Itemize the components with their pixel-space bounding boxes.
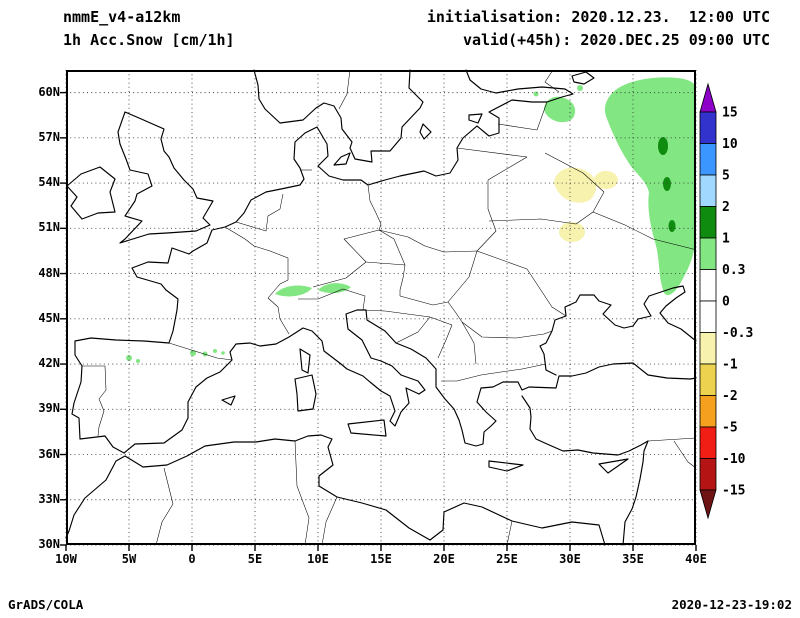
negative-band-patch bbox=[554, 167, 597, 203]
lake-ladoga bbox=[571, 71, 595, 85]
colorbar-arrow-bottom bbox=[699, 489, 717, 520]
colorbar-tick-label: -10 bbox=[722, 452, 746, 467]
snow-core bbox=[668, 220, 676, 232]
colorbar-tick-label: -1 bbox=[722, 358, 738, 373]
x-axis-label: 10W bbox=[55, 552, 77, 566]
colorbar-cell bbox=[699, 395, 717, 428]
grid-layer bbox=[65, 70, 697, 546]
axis-ticks-layer bbox=[60, 91, 697, 551]
coastline-mediterranean-north bbox=[123, 309, 697, 454]
colorbar-cell bbox=[699, 363, 717, 396]
colorbar: 15 10 5 2 1 0.3 0 -0.3 -1 -2 -5 -10 -15 bbox=[699, 82, 753, 520]
colorbar-tick-label: 0.3 bbox=[722, 263, 745, 278]
colorbar-tick-label: 2 bbox=[722, 200, 730, 215]
x-axis-label: 25E bbox=[496, 552, 518, 566]
model-name: nmmE_v4-a12km bbox=[63, 8, 181, 26]
init-time-label: initialisation: 2020.12.23. 12:00 UTC bbox=[426, 8, 770, 26]
colorbar-arrow-top bbox=[699, 82, 717, 113]
colorbar-tick-label: -2 bbox=[722, 389, 738, 404]
plot-title: 1h Acc.Snow [cm/1h] bbox=[63, 31, 235, 49]
y-axis-label: 36N bbox=[38, 446, 60, 461]
colorbar-tick-label: 10 bbox=[722, 137, 738, 152]
colorbar-cell bbox=[699, 458, 717, 491]
x-axis-label: 35E bbox=[622, 552, 644, 566]
y-axis-label: 33N bbox=[38, 491, 60, 506]
x-axis-label: 5E bbox=[247, 552, 263, 566]
island-gotland bbox=[419, 123, 432, 140]
snow-speck bbox=[577, 85, 583, 91]
colorbar-tick-label: 15 bbox=[722, 106, 738, 121]
x-axis-label: 10E bbox=[307, 552, 329, 566]
colorbar-cell bbox=[699, 111, 717, 144]
colorbar-cell bbox=[699, 237, 717, 270]
y-axis-label: 54N bbox=[38, 175, 60, 190]
map-canvas bbox=[60, 69, 697, 551]
y-axis-label: 51N bbox=[38, 220, 60, 235]
snow-shading-layer bbox=[126, 77, 695, 363]
coastline-north-africa bbox=[65, 434, 606, 546]
colorbar-cell bbox=[699, 174, 717, 207]
island-cyprus bbox=[598, 458, 629, 474]
island-mallorca bbox=[221, 395, 236, 406]
y-axis-label: 48N bbox=[38, 265, 60, 280]
y-axis-label: 39N bbox=[38, 401, 60, 416]
y-axis-label: 30N bbox=[38, 537, 60, 551]
y-axis-label: 57N bbox=[38, 129, 60, 144]
colorbar-cell bbox=[699, 300, 717, 333]
snow-spot-pyrenees bbox=[190, 350, 196, 356]
island-sicily bbox=[347, 419, 387, 437]
island-sardinia bbox=[294, 374, 317, 412]
snow-area-alps-west bbox=[275, 285, 312, 297]
colorbar-cell bbox=[699, 269, 717, 302]
snow-speck bbox=[533, 91, 539, 97]
coastline-atlantic-baltic bbox=[71, 69, 574, 454]
coastline-black-sea-north bbox=[539, 285, 697, 376]
map-frame bbox=[66, 70, 696, 545]
negative-band-patch bbox=[594, 171, 618, 189]
snow-spot-cantabria bbox=[136, 359, 140, 363]
x-axis-label: 15E bbox=[370, 552, 392, 566]
snow-core bbox=[658, 137, 668, 155]
colorbar-tick-label: -15 bbox=[722, 484, 745, 499]
y-axis-label: 45N bbox=[38, 310, 60, 325]
island-corsica bbox=[299, 348, 311, 374]
colorbar-cell bbox=[699, 143, 717, 176]
x-axis-label: 0 bbox=[188, 552, 196, 566]
x-axis-label: 5W bbox=[121, 552, 137, 566]
snow-spot-pyrenees bbox=[221, 351, 225, 355]
colorbar-tick-label: -0.3 bbox=[722, 326, 753, 341]
colorbar-tick-label: 1 bbox=[722, 232, 730, 247]
country-borders-layer bbox=[82, 69, 697, 546]
x-axis-label: 20E bbox=[433, 552, 455, 566]
coastline-scandinavia bbox=[253, 69, 424, 163]
coastlines-layer bbox=[65, 69, 697, 546]
snow-core bbox=[663, 177, 671, 191]
colorbar-cell bbox=[699, 426, 717, 459]
colorbar-tick-label: 5 bbox=[722, 169, 730, 184]
snow-area-baltic bbox=[544, 96, 576, 123]
valid-time-label: valid(+45h): 2020.DEC.25 09:00 UTC bbox=[462, 31, 770, 49]
coastline-turkey-levant bbox=[521, 395, 649, 546]
negative-band-patch bbox=[559, 222, 585, 242]
colorbar-cell bbox=[699, 206, 717, 239]
snow-area-russia bbox=[604, 77, 695, 296]
coastline-ireland bbox=[66, 166, 116, 220]
x-axis-label: 30E bbox=[559, 552, 581, 566]
coastline-britain bbox=[117, 111, 214, 244]
island-saaremaa bbox=[468, 113, 483, 124]
snow-spot-cantabria bbox=[126, 355, 132, 361]
y-axis-label: 60N bbox=[38, 84, 60, 99]
grads-credit: GrADS/COLA bbox=[8, 597, 84, 612]
y-axis-label: 42N bbox=[38, 356, 60, 371]
island-zealand bbox=[333, 152, 351, 166]
x-axis-label: 40E bbox=[685, 552, 707, 566]
creation-timestamp: 2020-12-23-19:02 bbox=[671, 597, 792, 612]
colorbar-cell bbox=[699, 332, 717, 365]
colorbar-tick-label: 0 bbox=[722, 295, 730, 310]
snow-area-alps-east bbox=[318, 283, 351, 294]
colorbar-tick-label: -5 bbox=[722, 421, 738, 436]
island-crete bbox=[488, 460, 524, 472]
snow-spot-pyrenees bbox=[213, 349, 217, 353]
